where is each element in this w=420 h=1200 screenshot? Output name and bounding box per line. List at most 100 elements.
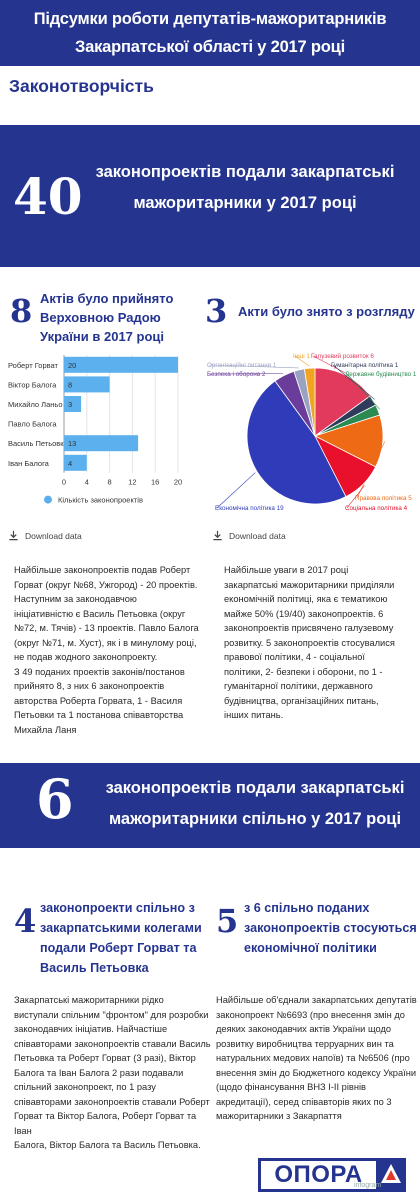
pie-leader-line [294, 355, 310, 367]
paragraph-line: З 49 поданих проектів законів/постанов [14, 666, 185, 677]
paragraph-line: закарпатські мажоритарники приділяли [224, 579, 395, 590]
pie-slice-label: Соціальна політика 4 [345, 504, 408, 512]
stat-econ-number: 5 [216, 902, 239, 940]
pie-slice [303, 367, 316, 437]
paragraph-line: авторства Роберта Горвата, 1 - Василя [14, 695, 183, 706]
pie-leader-line [346, 373, 380, 410]
logo-text-box: ОПОРА [261, 1161, 376, 1189]
stat-econ-line2: законопроектів стосуються [244, 921, 417, 935]
header-banner: Підсумки роботи депутатів-мажоритарників… [0, 0, 420, 66]
paragraph-line: №72, м. Тячів) - 13 проектів. Павло Бало… [14, 623, 199, 633]
stat-withdrawn-text: Акти було знято з розгляду [238, 304, 415, 319]
x-tick-label: 8 [108, 478, 112, 487]
banner-joint-number: 6 [36, 767, 74, 831]
banner-total: 40 законопроектів подали закарпатські ма… [0, 125, 420, 267]
header-title-line1: Підсумки роботи депутатів-мажоритарників [33, 10, 387, 28]
pie-leader-line [216, 472, 256, 509]
stat-acts-number: 8 [10, 292, 33, 330]
pie-leader-line [332, 364, 375, 400]
legend-swatch [44, 495, 52, 504]
bar [64, 396, 82, 412]
stat-econ-line1: з 6 спільно поданих [244, 901, 370, 915]
header-title-line2: Закарпатської області у 2017 році [75, 38, 345, 56]
bar-value-label: 3 [68, 400, 72, 409]
bar-value-label: 20 [68, 361, 76, 370]
paragraph-line: законопроектів присвячено галузевому [224, 623, 394, 633]
paragraph-line: ініціативністю є Василь Петьовка (округ [14, 608, 186, 619]
paragraph-line: Михайла Ланя [14, 724, 77, 735]
paragraph-line: економічній політиці, яка є тематикою [224, 594, 388, 604]
download-right[interactable]: Download data [212, 530, 286, 541]
paragraph-line: деяких законодавчих актів України щодо [216, 1024, 392, 1034]
bar-value-label: 4 [68, 459, 72, 468]
pie-slice-label: Галузевий розвиток 6 [311, 352, 374, 360]
download-icon [213, 530, 222, 541]
paragraph-line: Найбільше об'єднали закарпатських депута… [216, 995, 417, 1005]
opora-triangle-icon [381, 1164, 401, 1183]
paragraph-line: акредитації), серед співавторів яких по … [216, 1096, 392, 1107]
category-label: Василь Петьовка [8, 439, 69, 448]
paragraph-line: гуманітарної політики, державного [224, 681, 373, 691]
x-tick-label: 4 [85, 478, 89, 487]
paragraph-line: будівництва, організаційних питань, [224, 695, 379, 706]
legend-label: Кількість законопроектів [58, 496, 143, 505]
download-left[interactable]: Download data [8, 530, 82, 541]
download-icon [9, 530, 18, 541]
section-title: Законотворчість [9, 76, 154, 96]
stat-joint-line4: Василь Петьовка [40, 961, 149, 975]
pie-slice-label: Організаційні питання 1 [207, 361, 277, 369]
category-label: Роберт Горват [8, 361, 59, 370]
paragraph-line: прийнято 8, з них 6 законопроектів [14, 681, 165, 691]
category-label: Іван Балога [8, 459, 50, 468]
paragraph-line: співавторами законопроектів ставали Васи… [14, 1038, 211, 1049]
stat-joint-line2: закарпатськими колегами [40, 921, 202, 935]
pie-slice-label: Інші 1 [293, 352, 310, 360]
paragraph-left: Найбільше законопроектів подав Роберт Гор… [14, 563, 209, 737]
x-tick-label: 20 [174, 478, 182, 487]
banner-joint: 6 законопроектів подали закарпатські маж… [0, 763, 420, 848]
paragraph-line: співавторами законопроектів ставали Робе… [14, 1096, 210, 1107]
stat-acts-line3: України в 2017 році [40, 329, 165, 344]
stat-withdrawn-number: 3 [205, 292, 228, 330]
category-label: Михайло Ланьо [8, 400, 63, 409]
paragraph-line: мажоритарники з Закарпаття [216, 1111, 342, 1121]
pie-slice-label: Правова політика 5 [355, 494, 412, 502]
paragraph-line: Петьовки та 1 постанова співавторства [14, 710, 184, 720]
pie-slice-label: Економічна політика 19 [215, 504, 284, 512]
stat-joint-number: 4 [14, 902, 37, 940]
banner-joint-text: законопроектів подали закарпатські мажор… [95, 773, 415, 835]
stat-acts-line2: Верховною Радою [40, 310, 161, 325]
bar-value-label: 13 [68, 439, 76, 448]
paragraph-line: (щодо фінансування ВНЗ І-ІІ рівнів [216, 1082, 366, 1092]
banner-total-text: законопроектів подали закарпатські мажор… [95, 157, 395, 219]
paragraph-line: внесення змін до Бюджетного кодексу Укра… [216, 1067, 417, 1078]
paragraph-line: розвитку виробництва терруарних вин та [216, 1038, 394, 1049]
paragraph-line: Горват та Віктор Балога, Роберт Горват т… [14, 1111, 197, 1136]
paragraph-line: законопроект №6693 (про внесення змін до [216, 1009, 405, 1020]
pie-leader-line [346, 485, 365, 509]
pie-leader-line [208, 364, 299, 369]
stat-acts-text: Актів було прийнято Верховною Радою Укра… [40, 289, 190, 346]
bar-chart: 0 4 8 12 16 20 Роберт Горват 20 Віктор Балога 8 Ми… [8, 355, 182, 505]
paragraph-line: законодавчих ініціатив. Найчастіше [14, 1024, 168, 1034]
banner-total-line1: законопроектів подали закарпатські [95, 163, 395, 181]
pie-slice-label: Державне будівництво 1 [345, 370, 417, 378]
paragraph-line: Балога, Віктор Балога та Василь Петьовка… [14, 1140, 201, 1150]
download-left-label: Download data [25, 530, 82, 541]
download-right-label: Download data [229, 530, 286, 541]
stat-joint-line3: подали Роберт Горват та [40, 941, 197, 955]
pie-slice-label: Безпека і оборона 2 [207, 370, 266, 378]
paragraph-left-2: Закарпатські мажоритарники рідко виступал… [14, 993, 214, 1153]
paragraph-line: політики, 2- безпеки і оборони, по 1 - [224, 666, 383, 677]
paragraph-line: інших питань. [224, 710, 284, 720]
paragraph-line: правової політики, 4 - соціальної [224, 652, 365, 662]
pie-slice-label: Гуманітарна політика 1 [331, 361, 399, 369]
x-tick-label: 0 [62, 478, 66, 487]
category-label: Павло Балога [8, 420, 57, 429]
bar [64, 454, 87, 471]
banner-total-number: 40 [13, 167, 83, 226]
category-label: Віктор Балога [8, 380, 57, 389]
paragraph-line: Найбільше уваги в 2017 році [224, 565, 349, 575]
paragraph-right: Найбільше уваги в 2017 році закарпатські … [224, 563, 419, 723]
